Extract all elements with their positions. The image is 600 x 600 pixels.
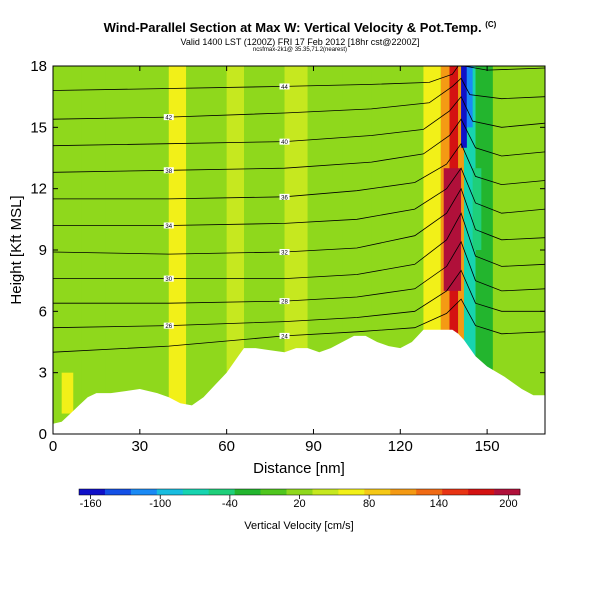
isentrope-34 xyxy=(53,167,545,226)
chart-title: Wind-Parallel Section at Max W: Vertical… xyxy=(103,20,497,35)
y-tick-label: 12 xyxy=(30,181,47,198)
colorbar-segment xyxy=(79,489,106,495)
colorbar-segment xyxy=(286,489,313,495)
isentrope-24 xyxy=(53,298,545,353)
colorbar-segment xyxy=(494,489,521,495)
y-tick-label: 3 xyxy=(39,365,47,382)
colorbar-segment xyxy=(182,489,210,495)
velocity-column xyxy=(475,66,493,434)
isentrope-label: 38 xyxy=(165,169,172,175)
isentrope-32 xyxy=(53,187,545,255)
x-tick-label: 60 xyxy=(218,438,235,455)
velocity-column xyxy=(226,66,245,434)
isentrope-label: 36 xyxy=(281,195,288,201)
isentrope-label: 28 xyxy=(281,300,288,306)
isentrope-label: 42 xyxy=(165,116,172,122)
isentrope-label: 44 xyxy=(281,85,288,91)
velocity-column xyxy=(168,66,187,434)
isentrope-label-box xyxy=(279,193,290,200)
colorbar-segment xyxy=(416,489,443,495)
isentrope-label: 32 xyxy=(281,251,288,257)
velocity-column xyxy=(284,66,308,434)
colorbar-segment xyxy=(338,489,365,495)
isentrope-42 xyxy=(53,77,545,120)
colorbar-segment xyxy=(390,489,417,495)
x-tick-label: 120 xyxy=(388,438,413,455)
colorbar-segment xyxy=(260,489,287,495)
isentrope-label: 24 xyxy=(281,334,288,340)
velocity-cell xyxy=(461,66,467,148)
colorbar-tick-label: 200 xyxy=(499,498,517,510)
colorbar-segment xyxy=(104,489,132,495)
velocity-column xyxy=(105,66,169,434)
isentrope-label: 26 xyxy=(165,324,172,330)
isentrope-label: 30 xyxy=(165,277,172,283)
plot-area: 44 42 40 38 36 34 32 30 28 26 24 xyxy=(53,66,545,434)
isentrope-28 xyxy=(53,240,545,304)
velocity-column xyxy=(186,66,227,434)
velocity-column xyxy=(458,66,464,434)
isentrope-label-box xyxy=(163,114,174,121)
isentrope-label-box xyxy=(163,275,174,282)
y-tick-label: 0 xyxy=(39,426,47,443)
colorbar-segment xyxy=(130,489,158,495)
isentrope-26 xyxy=(53,269,545,329)
isentrope-label-box xyxy=(163,167,174,174)
colorbar-segment xyxy=(442,489,469,495)
copyright-mark: (C) xyxy=(485,20,497,29)
terrain xyxy=(53,329,545,434)
x-tick-label: 30 xyxy=(131,438,148,455)
colorbar-tick-label: 80 xyxy=(363,498,375,510)
velocity-cell xyxy=(466,66,473,128)
isentrope-44 xyxy=(53,66,545,91)
colorbar-tick-label: 140 xyxy=(430,498,448,510)
isentrope-40 xyxy=(53,95,545,147)
colorbar-segment xyxy=(312,489,339,495)
y-tick-label: 6 xyxy=(39,303,47,320)
colorbar-tick-label: -100 xyxy=(149,498,171,510)
colorbar-tick-label: -40 xyxy=(222,498,238,510)
colorbar-segment xyxy=(234,489,261,495)
y-tick-label: 18 xyxy=(30,58,47,75)
colorbar-tick-label: -160 xyxy=(80,498,102,510)
x-axis-label: Distance [nm] xyxy=(253,460,345,477)
velocity-column xyxy=(81,66,106,434)
colorbar-segment xyxy=(208,489,235,495)
x-tick-label: 0 xyxy=(49,438,57,455)
y-tick-label: 9 xyxy=(39,242,47,259)
y-axis-label: Height [Kft MSL] xyxy=(8,195,25,304)
y-tick-label: 15 xyxy=(30,119,47,136)
isentrope-label: 34 xyxy=(165,224,172,230)
isentrope-label-box xyxy=(279,138,290,145)
isentrope-label-box xyxy=(279,249,290,256)
isentrope-36 xyxy=(53,142,545,200)
isentrope-label-box xyxy=(279,83,290,90)
sub-info-line: ncsfmax-2k1@ 35.35,71.2(nearest) xyxy=(252,47,348,53)
isentrope-label-box xyxy=(163,222,174,229)
colorbar-segment xyxy=(468,489,495,495)
colorbar-label: Vertical Velocity [cm/s] xyxy=(244,520,353,532)
colorbar-segment xyxy=(364,489,391,495)
isentrope-30 xyxy=(53,212,545,280)
isentrope-label-box xyxy=(279,332,290,339)
velocity-cell xyxy=(472,168,482,250)
colorbar: -160 -100 -40 20 80 140 200 xyxy=(78,488,521,510)
velocity-cell xyxy=(61,372,74,414)
colorbar-segment xyxy=(156,489,184,495)
x-tick-label: 90 xyxy=(305,438,322,455)
isentrope-label-box xyxy=(279,298,290,305)
isentrope-38 xyxy=(53,118,545,173)
x-tick-label: 150 xyxy=(475,438,500,455)
isentrope-label: 40 xyxy=(281,140,288,146)
colorbar-tick-label: 20 xyxy=(293,498,305,510)
velocity-column xyxy=(463,66,476,434)
isentrope-label-box xyxy=(163,322,174,329)
valid-time-line: Valid 1400 LST (1200Z) FRI 17 Feb 2012 [… xyxy=(180,37,420,47)
